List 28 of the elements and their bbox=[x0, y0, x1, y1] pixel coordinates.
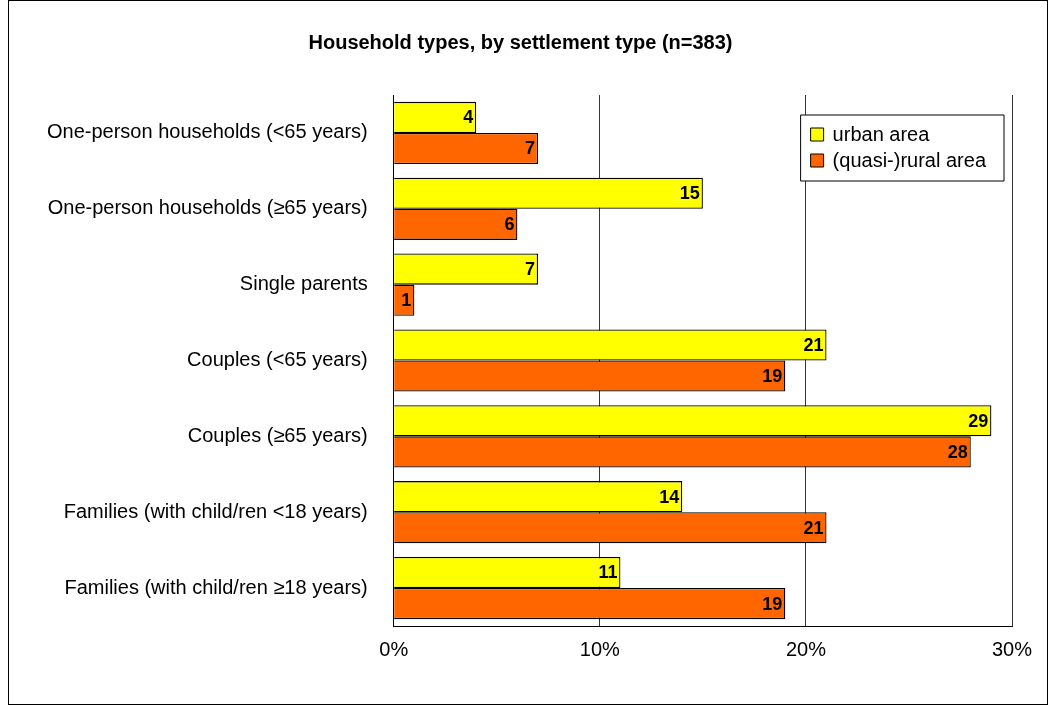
chart-title: Household types, by settlement type (n=383) bbox=[308, 30, 733, 53]
y-tick-label: One-person households (≥65 years) bbox=[47, 196, 368, 219]
data-label: 6 bbox=[504, 214, 515, 235]
data-label: 19 bbox=[762, 593, 783, 614]
legend-label: (quasi-)rural area bbox=[832, 148, 987, 171]
y-tick-label: Couples (≥65 years) bbox=[187, 423, 368, 446]
data-label: 21 bbox=[803, 517, 824, 538]
data-label: 7 bbox=[524, 138, 535, 159]
y-tick-label: Single parents bbox=[239, 272, 368, 295]
y-tick-label: Couples (<65 years) bbox=[187, 348, 368, 371]
data-label: 11 bbox=[598, 562, 618, 583]
data-label: 7 bbox=[524, 259, 535, 280]
data-label: 29 bbox=[968, 410, 989, 431]
data-label: 28 bbox=[947, 441, 968, 462]
data-label: 1 bbox=[401, 290, 412, 311]
x-tick-label: 20% bbox=[785, 637, 827, 660]
data-label: 15 bbox=[679, 183, 700, 204]
legend-label: urban area bbox=[832, 122, 931, 145]
y-tick-label: Families (with child/ren <18 years) bbox=[63, 499, 368, 522]
data-label: 14 bbox=[659, 486, 680, 507]
data-label: 21 bbox=[803, 334, 824, 355]
x-tick-label: 0% bbox=[379, 637, 409, 660]
x-tick-label: 10% bbox=[579, 637, 621, 660]
y-tick-label: Families (with child/ren ≥18 years) bbox=[64, 575, 368, 598]
x-tick-label: 30% bbox=[991, 637, 1033, 660]
y-tick-label: One-person households (<65 years) bbox=[46, 120, 368, 143]
data-label: 19 bbox=[762, 366, 783, 387]
data-label: 4 bbox=[463, 107, 474, 128]
